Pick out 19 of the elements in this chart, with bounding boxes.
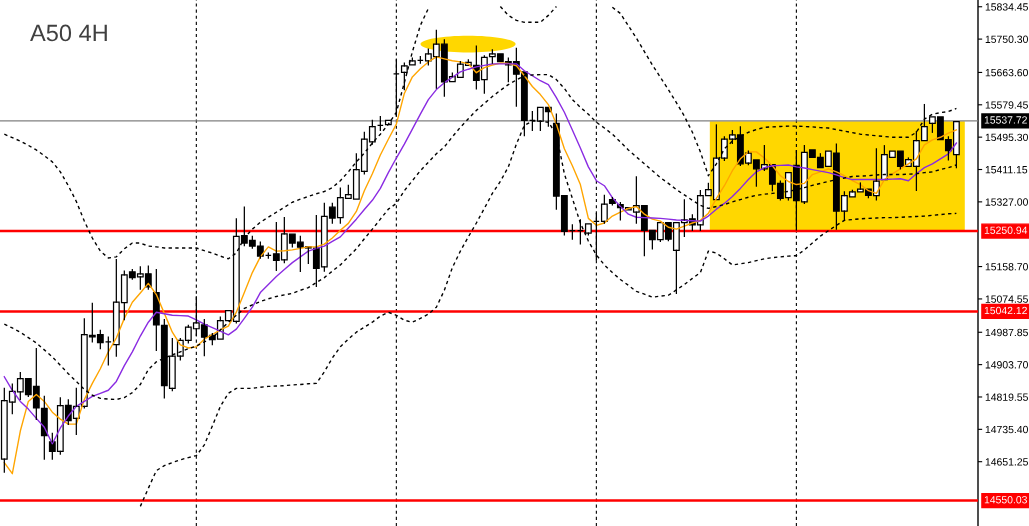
ref-line-label: 15537.72 (984, 116, 1027, 124)
y-tick-label: 14819.55 (985, 393, 1028, 401)
y-tick-label: 15663.60 (985, 68, 1028, 77)
text: A50 4H (30, 24, 107, 42)
y-tick-label: 15074.55 (985, 295, 1028, 303)
y-tick-label: 15327.00 (985, 198, 1028, 206)
y-tick-label: 15495.30 (985, 133, 1028, 142)
ref-line-label: 15250.94 (984, 226, 1028, 234)
y-tick-label: 14987.85 (985, 328, 1028, 337)
y-tick-label: 14735.40 (985, 425, 1028, 434)
y-tick-label: 15579.45 (985, 101, 1028, 109)
y-tick-label: 15411.15 (985, 166, 1028, 174)
ref-line-label: 14550.03 (984, 496, 1027, 504)
y-tick-label: 15834.45 (985, 3, 1028, 11)
y-tick-label: 15750.30 (985, 35, 1028, 43)
ref-line-label: 15042.12 (984, 306, 1027, 315)
y-tick-label: 14651.25 (985, 458, 1028, 466)
y-tick-label: 15158.70 (985, 263, 1028, 271)
y-tick-label: 14903.70 (985, 361, 1028, 369)
